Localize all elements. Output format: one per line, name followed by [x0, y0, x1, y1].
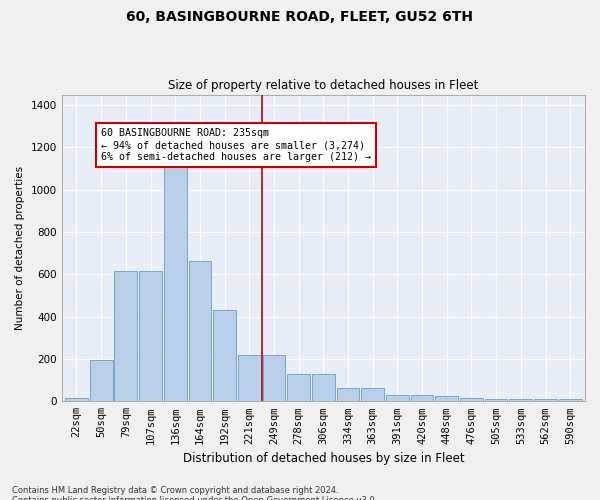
- Bar: [485, 399, 508, 402]
- Bar: [411, 395, 433, 402]
- Bar: [238, 355, 260, 402]
- Bar: [386, 395, 409, 402]
- Bar: [509, 399, 532, 402]
- X-axis label: Distribution of detached houses by size in Fleet: Distribution of detached houses by size …: [182, 452, 464, 465]
- Bar: [263, 355, 286, 402]
- Bar: [164, 166, 187, 402]
- Bar: [337, 388, 359, 402]
- Bar: [188, 260, 211, 402]
- Bar: [312, 374, 335, 402]
- Title: Size of property relative to detached houses in Fleet: Size of property relative to detached ho…: [168, 79, 479, 92]
- Bar: [534, 399, 557, 402]
- Bar: [115, 271, 137, 402]
- Y-axis label: Number of detached properties: Number of detached properties: [15, 166, 25, 330]
- Bar: [559, 399, 581, 402]
- Bar: [139, 271, 162, 402]
- Text: 60 BASINGBOURNE ROAD: 235sqm
← 94% of detached houses are smaller (3,274)
6% of : 60 BASINGBOURNE ROAD: 235sqm ← 94% of de…: [101, 128, 371, 162]
- Bar: [90, 360, 113, 402]
- Text: Contains HM Land Registry data © Crown copyright and database right 2024.: Contains HM Land Registry data © Crown c…: [12, 486, 338, 495]
- Bar: [460, 398, 483, 402]
- Bar: [361, 388, 384, 402]
- Bar: [287, 374, 310, 402]
- Bar: [436, 396, 458, 402]
- Bar: [65, 398, 88, 402]
- Bar: [213, 310, 236, 402]
- Text: 60, BASINGBOURNE ROAD, FLEET, GU52 6TH: 60, BASINGBOURNE ROAD, FLEET, GU52 6TH: [127, 10, 473, 24]
- Text: Contains public sector information licensed under the Open Government Licence v3: Contains public sector information licen…: [12, 496, 377, 500]
